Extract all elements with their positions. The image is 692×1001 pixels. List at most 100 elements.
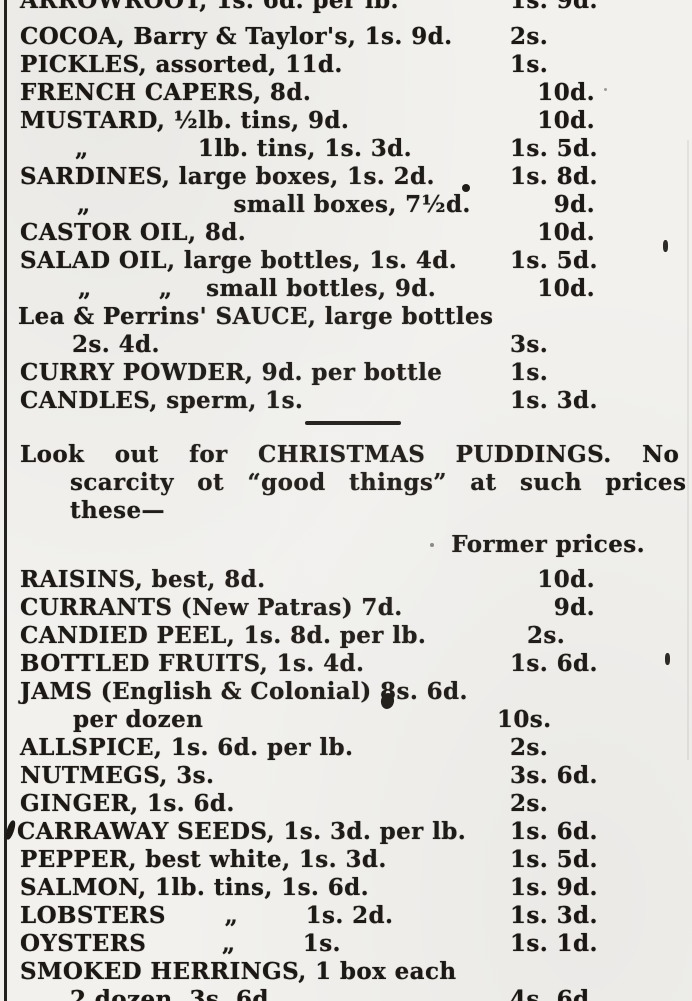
price-text: 2s. — [527, 622, 566, 649]
price-text: 1s. 6d. — [510, 650, 598, 677]
price-text: 3s. — [510, 331, 549, 358]
item-text: „ „ small bottles, 9d. — [78, 275, 437, 302]
ink-speck-dot-1 — [430, 543, 434, 547]
item-text: 2s. 4d. — [72, 331, 160, 358]
price-text: 3s. 6d. — [510, 762, 598, 789]
price-list-bottom: RAISINS, best, 8d. 10d. CURRANTS (New Pa… — [0, 566, 692, 1001]
price-text: 10s. — [497, 706, 552, 733]
price-row: Lea & Perrins' SAUCE, large bottles — [0, 303, 692, 331]
price-text: 1s. 3d. — [510, 387, 598, 414]
price-row: LOBSTERS „ 1s. 2d. 1s. 3d. — [0, 902, 692, 930]
notice-line-3: these— — [70, 497, 165, 524]
price-row: SARDINES, large boxes, 1s. 2d. 1s. 8d. — [0, 163, 692, 191]
item-text: ALLSPICE, 1s. 6d. per lb. — [20, 734, 354, 761]
item-text: „ small boxes, 7½d. — [77, 191, 471, 218]
column-rule — [4, 0, 7, 1001]
price-row: CASTOR OIL, 8d. 10d. — [0, 219, 692, 247]
item-text: CASTOR OIL, 8d. — [20, 219, 247, 246]
price-text: 1s. 5d. — [510, 846, 598, 873]
ink-speck-edge-1 — [663, 240, 668, 252]
price-text: 10d. — [537, 107, 595, 134]
price-text: 1s. 3d. — [510, 902, 598, 929]
price-row: COCOA, Barry & Taylor's, 1s. 9d. 2s. — [0, 23, 692, 51]
price-list-top: COCOA, Barry & Taylor's, 1s. 9d. 2s. PIC… — [0, 23, 692, 415]
price-row: OYSTERS „ 1s. 1s. 1d. — [0, 930, 692, 958]
price-text: 4s. 6d. — [510, 986, 598, 1001]
price-row: 2s. 4d. 3s. — [0, 331, 692, 359]
item-text: per dozen — [73, 706, 204, 733]
item-text: CARRAWAY SEEDS, 1s. 3d. per lb. — [17, 818, 467, 845]
price-text: 1s. — [510, 51, 549, 78]
price-row-cutoff-bottom: 2 dozen, 3s. 6d. 4s. 6d. — [0, 986, 692, 1001]
price-row: PICKLES, assorted, 11d. 1s. — [0, 51, 692, 79]
item-text: SARDINES, large boxes, 1s. 2d. — [20, 163, 435, 190]
former-prices-heading: Former prices. — [451, 531, 645, 558]
price-row: FRENCH CAPERS, 8d. 10d. — [0, 79, 692, 107]
item-text: CANDLES, sperm, 1s. — [20, 387, 304, 414]
item-text: Lea & Perrins' SAUCE, large bottles — [18, 303, 494, 330]
item-text: SMOKED HERRINGS, 1 box each — [20, 958, 457, 985]
price-row: „ „ small bottles, 9d. 10d. — [0, 275, 692, 303]
price-text: 10d. — [537, 275, 595, 302]
price-row: PEPPER, best white, 1s. 3d. 1s. 5d. — [0, 846, 692, 874]
price-row: „ 1lb. tins, 1s. 3d. 1s. 5d. — [0, 135, 692, 163]
item-text: „ 1lb. tins, 1s. 3d. — [75, 135, 413, 162]
ink-speck-bullet — [462, 184, 470, 192]
price-row: GINGER, 1s. 6d. 2s. — [0, 790, 692, 818]
price-row: NUTMEGS, 3s. 3s. 6d. — [0, 762, 692, 790]
price-text: 1s. 5d. — [510, 135, 598, 162]
price-row: MUSTARD, ½lb. tins, 9d. 10d. — [0, 107, 692, 135]
price-text: 2s. — [510, 734, 549, 761]
item-text: CURRANTS (New Patras) 7d. — [20, 594, 403, 621]
price-row: CANDIED PEEL, 1s. 8d. per lb. 2s. — [0, 622, 692, 650]
item-text: SALAD OIL, large bottles, 1s. 4d. — [20, 247, 458, 274]
price-text: 1s. 9d. — [510, 874, 598, 901]
price-text: 2s. — [510, 790, 549, 817]
item-text: RAISINS, best, 8d. — [20, 566, 266, 593]
item-text: GINGER, 1s. 6d. — [20, 790, 235, 817]
item-text: PEPPER, best white, 1s. 3d. — [20, 846, 387, 873]
price-row: SALMON, 1lb. tins, 1s. 6d. 1s. 9d. — [0, 874, 692, 902]
price-text: 10d. — [537, 566, 595, 593]
price-row: CANDLES, sperm, 1s. 1s. 3d. — [0, 387, 692, 415]
price-row: BOTTLED FRUITS, 1s. 4d. 1s. 6d. — [0, 650, 692, 678]
item-text: COCOA, Barry & Taylor's, 1s. 9d. — [20, 23, 453, 50]
ink-speck-edge-2 — [665, 653, 670, 665]
notice-line-2: scarcity ot “good things” at such prices… — [70, 469, 692, 496]
item-text: SALMON, 1lb. tins, 1s. 6d. — [20, 874, 370, 901]
price-text: 1s. — [510, 359, 549, 386]
price-text: 10d. — [537, 219, 595, 246]
price-row: CARRAWAY SEEDS, 1s. 3d. per lb. 1s. 6d. — [0, 818, 692, 846]
price-text: 1s. 5d. — [510, 247, 598, 274]
item-text: ARROWROOT, 1s. 6d. per lb. — [20, 0, 399, 14]
item-text: PICKLES, assorted, 11d. — [20, 51, 343, 78]
price-text: 1s. 8d. — [510, 163, 598, 190]
price-row: JAMS (English & Colonial) 8s. 6d. — [0, 678, 692, 706]
item-text: LOBSTERS „ 1s. 2d. — [20, 902, 394, 929]
notice-line-1: Look out for CHRISTMAS PUDDINGS. No — [20, 441, 680, 468]
ink-speck-dot-2 — [604, 88, 607, 91]
item-text: MUSTARD, ½lb. tins, 9d. — [20, 107, 350, 134]
item-text: CANDIED PEEL, 1s. 8d. per lb. — [20, 622, 427, 649]
scan-edge-streak — [687, 140, 689, 760]
item-text: BOTTLED FRUITS, 1s. 4d. — [20, 650, 365, 677]
price-row: „ small boxes, 7½d. 9d. — [0, 191, 692, 219]
item-text: 2 dozen, 3s. 6d. — [70, 986, 278, 1001]
price-row: per dozen 10s. — [0, 706, 692, 734]
item-text: JAMS (English & Colonial) 8s. 6d. — [20, 678, 468, 705]
item-text: OYSTERS „ 1s. — [20, 930, 341, 957]
price-row: SMOKED HERRINGS, 1 box each — [0, 958, 692, 986]
price-row: CURRY POWDER, 9d. per bottle 1s. — [0, 359, 692, 387]
price-text: 10d. — [537, 79, 595, 106]
price-text: 2s. — [510, 23, 549, 50]
item-text: NUTMEGS, 3s. — [20, 762, 215, 789]
price-row-cutoff-top: ARROWROOT, 1s. 6d. per lb. 1s. 9d. — [0, 0, 692, 15]
price-row: ALLSPICE, 1s. 6d. per lb. 2s. — [0, 734, 692, 762]
price-text: 9d. — [553, 594, 595, 621]
section-divider — [305, 421, 401, 425]
price-text: 1s. 6d. — [510, 818, 598, 845]
item-text: FRENCH CAPERS, 8d. — [20, 79, 312, 106]
price-text: 1s. 1d. — [510, 930, 598, 957]
price-row: SALAD OIL, large bottles, 1s. 4d. 1s. 5d… — [0, 247, 692, 275]
